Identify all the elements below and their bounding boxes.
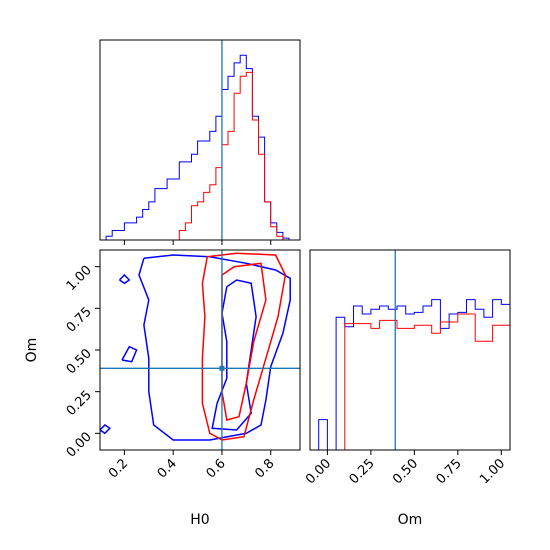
contour-blue-island [100,424,111,435]
h0-tick-label: 0.6 [204,456,229,481]
contour-series [100,252,291,441]
om-marginal-panel: 0.00 0.25 0.50 0.75 1.00 Om [303,249,511,528]
contour-blue-island [118,273,131,285]
h0-marginal-panel [99,39,301,245]
om-histogram-blue [318,289,510,450]
om-marginal-frame [309,249,511,451]
contour-blue-inner [211,279,257,431]
om-histogram-red [318,313,510,450]
h0-marginal-frame [99,39,301,241]
om-marginal-ticks: 0.00 0.25 0.50 0.75 1.00 [303,450,508,487]
om-marginal-tick-label: 0.50 [390,456,421,487]
om-marginal-axis-label: Om [398,512,423,528]
h0-om-contour-panel: 0.2 0.4 0.6 0.8 0.00 0.25 0.50 0.75 1.00 H0 Om [24,249,301,528]
om-marginal-tick-label: 0.00 [303,456,334,487]
h0-histogram-series [100,54,300,240]
om-marginal-tick-label: 1.00 [477,456,508,487]
om-axis-ticks: 0.00 0.25 0.50 0.75 1.00 [64,263,100,461]
contour-blue-island [121,345,138,363]
om-tick-label: 0.00 [64,430,95,461]
contour-red-inner [221,262,267,421]
contour-blue-outer [138,254,291,441]
h0-histogram-red [100,71,300,240]
om-marginal-tick-label: 0.25 [347,456,378,487]
h0-axis-label: H0 [190,512,209,528]
om-histogram-series [318,289,510,450]
truth-marker [219,365,225,371]
h0-tick-label: 0.2 [106,456,131,481]
om-tick-label: 0.75 [64,305,95,336]
h0-marginal-ticks [123,240,272,245]
om-marginal-tick-label: 0.75 [434,456,465,487]
h0-axis-ticks: 0.2 0.4 0.6 0.8 [106,450,278,481]
h0-tick-label: 0.4 [155,456,180,481]
contour-red-outer [201,252,287,441]
h0-tick-label: 0.8 [252,456,277,481]
om-axis-label: Om [24,338,40,363]
om-tick-label: 1.00 [64,263,95,294]
om-tick-label: 0.25 [64,388,95,419]
om-tick-label: 0.50 [64,346,95,377]
